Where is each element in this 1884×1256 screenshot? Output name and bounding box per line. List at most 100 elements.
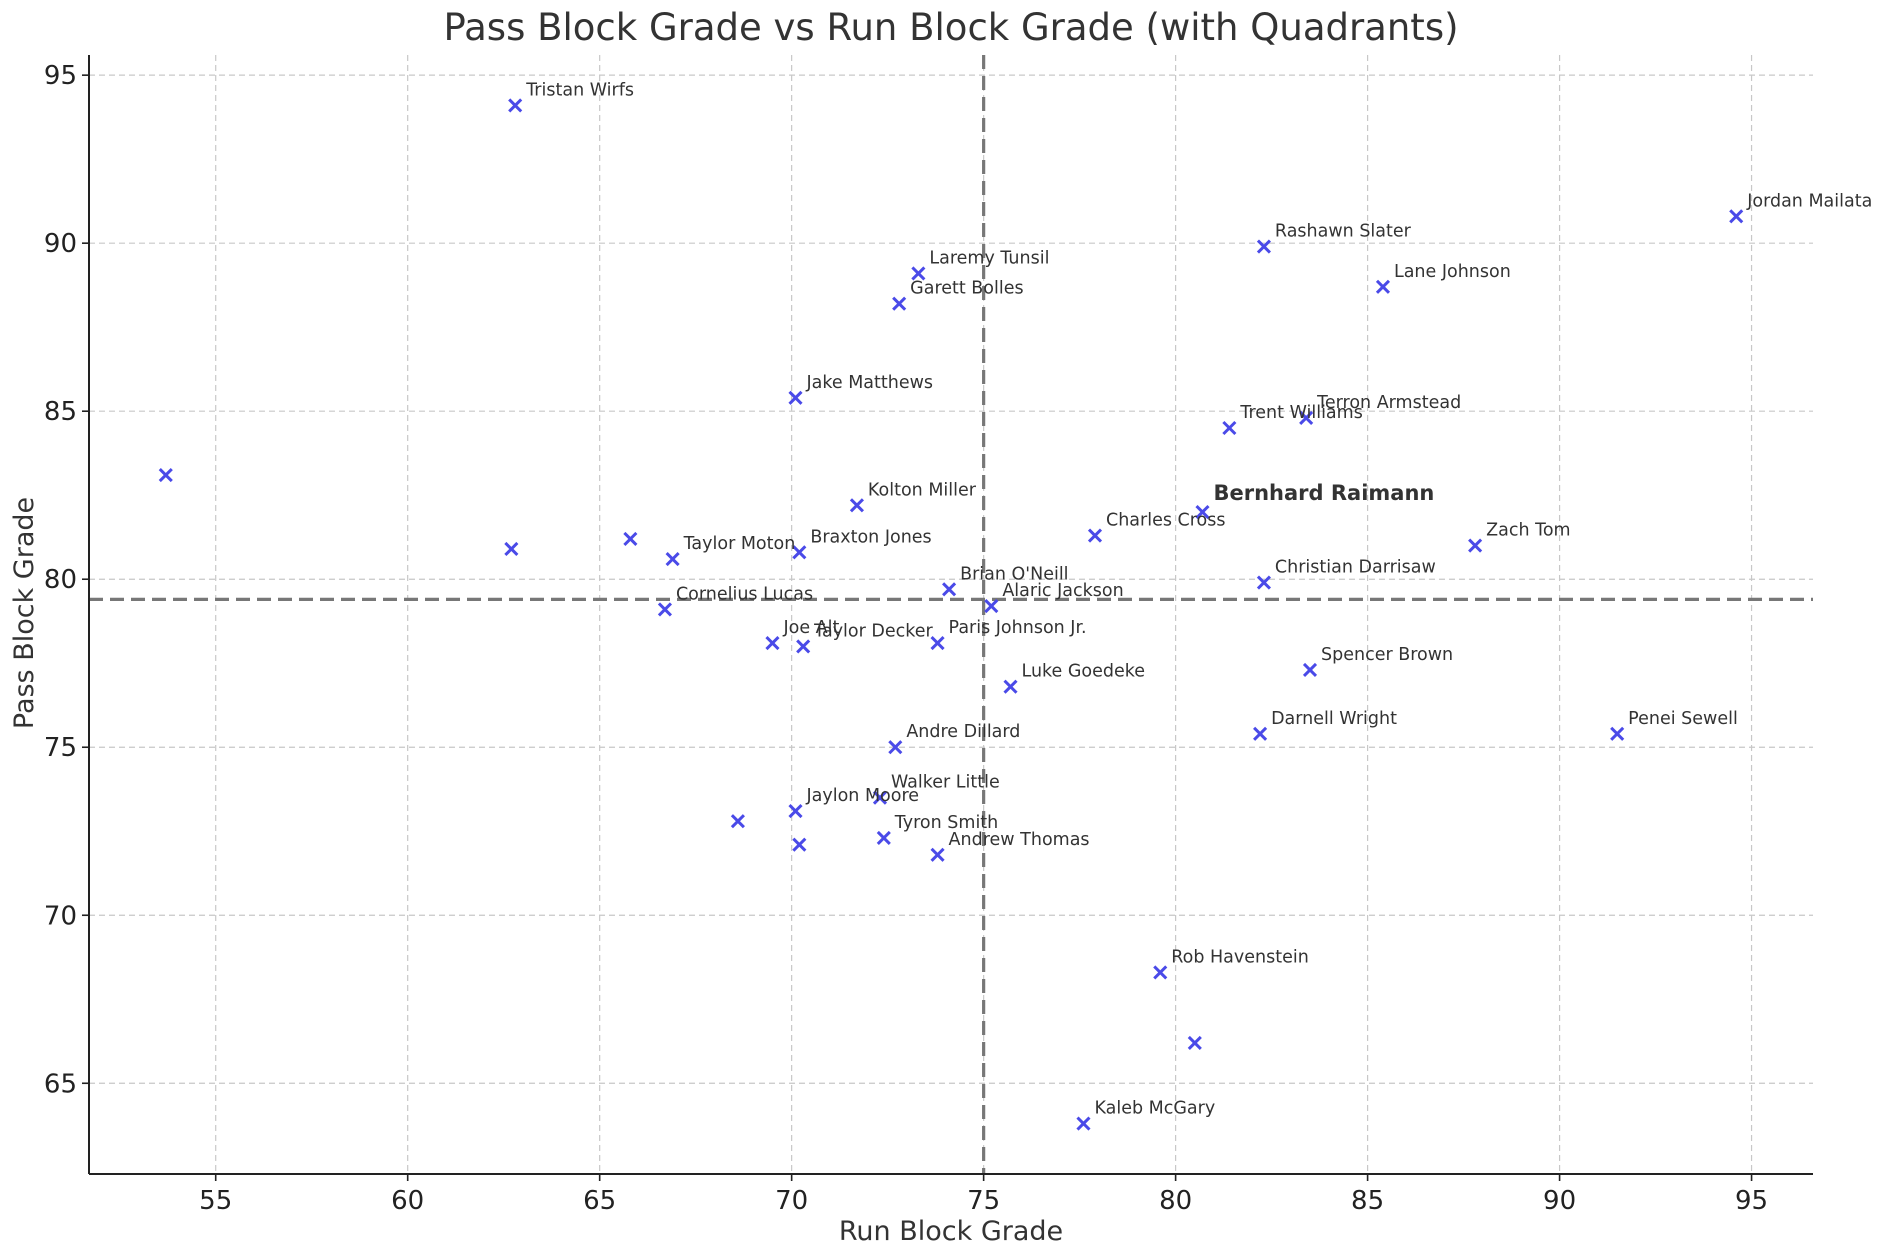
- data-point: [1256, 239, 1271, 254]
- data-point: [872, 790, 888, 805]
- x-marker-stroke: [1256, 239, 1271, 254]
- data-point: [911, 266, 926, 281]
- x-tick-label: 80: [1159, 1186, 1192, 1216]
- point-label: Christian Darrisaw: [1275, 558, 1436, 578]
- x-tick-label: 95: [1735, 1186, 1768, 1216]
- data-point: [1076, 1116, 1091, 1131]
- data-point: [1375, 279, 1391, 294]
- data-point: [765, 636, 780, 651]
- point-label: Tyron Smith: [894, 813, 998, 833]
- x-marker-stroke: [665, 551, 680, 567]
- x-marker-stroke: [1299, 410, 1314, 425]
- data-point: [1729, 209, 1744, 224]
- points-layer: [158, 98, 1744, 1131]
- point-label: Andrew Thomas: [949, 830, 1090, 850]
- x-marker-stroke: [1610, 726, 1625, 741]
- y-tick-label: 80: [44, 565, 77, 595]
- point-label: Rob Havenstein: [1171, 947, 1309, 967]
- x-marker-stroke: [1222, 420, 1237, 436]
- point-label: Luke Goedeke: [1022, 662, 1146, 682]
- data-point: [1468, 538, 1483, 553]
- point-label: Joe Alt: [782, 618, 839, 638]
- x-marker-stroke: [892, 296, 907, 311]
- data-point: [665, 551, 680, 567]
- data-point: [892, 296, 907, 311]
- point-label: Taylor Moton: [683, 534, 796, 554]
- data-point: [730, 814, 745, 829]
- point-label: Rashawn Slater: [1275, 222, 1412, 242]
- y-tick-label: 75: [44, 733, 77, 763]
- x-marker-stroke: [1003, 679, 1018, 694]
- data-point: [158, 467, 173, 483]
- data-point: [788, 390, 803, 405]
- point-label: Penei Sewell: [1628, 709, 1738, 729]
- x-axis-label: Run Block Grade: [839, 1216, 1063, 1247]
- data-point: [984, 599, 999, 614]
- data-point: [930, 847, 945, 862]
- point-label: Lane Johnson: [1394, 262, 1511, 282]
- data-point: [1195, 504, 1210, 520]
- x-marker-stroke: [984, 599, 999, 614]
- x-marker-stroke: [796, 639, 811, 654]
- data-point: [1253, 726, 1268, 741]
- y-tick-label: 65: [44, 1069, 77, 1099]
- point-label: Charles Cross: [1106, 511, 1226, 531]
- chart-title: Pass Block Grade vs Run Block Grade (wit…: [443, 6, 1458, 49]
- x-marker-stroke: [1729, 209, 1744, 224]
- point-label: Garett Bolles: [910, 279, 1023, 299]
- data-point: [1299, 410, 1314, 425]
- y-tick-label: 85: [44, 397, 77, 427]
- x-marker-stroke: [876, 830, 891, 846]
- data-point: [1187, 1035, 1202, 1051]
- data-point: [792, 837, 807, 852]
- data-point: [1003, 679, 1018, 694]
- x-marker-stroke: [508, 98, 523, 113]
- x-tick-label: 55: [199, 1186, 232, 1216]
- data-point: [888, 740, 903, 755]
- point-label: Terron Armstead: [1316, 393, 1461, 413]
- point-label: Paris Johnson Jr.: [949, 618, 1087, 638]
- point-label: Darnell Wright: [1271, 709, 1397, 729]
- x-marker-stroke: [1187, 1035, 1202, 1051]
- x-marker-stroke: [849, 498, 864, 513]
- point-label: Trent Williams: [1239, 403, 1362, 423]
- x-marker-stroke: [942, 582, 957, 597]
- grid-layer: [89, 55, 1813, 1174]
- x-marker-stroke: [1153, 965, 1168, 980]
- y-tick-label: 90: [44, 229, 77, 259]
- point-label: Jaylon Moore: [805, 786, 919, 806]
- point-label: Walker Little: [891, 773, 1000, 793]
- data-point: [1087, 528, 1103, 543]
- x-marker-stroke: [1253, 726, 1268, 741]
- point-label: Andre Dillard: [906, 722, 1020, 742]
- point-label: Alaric Jackson: [1002, 581, 1123, 601]
- x-marker-stroke: [1256, 575, 1271, 590]
- x-marker-stroke: [1302, 662, 1318, 678]
- data-point: [1302, 662, 1318, 678]
- x-tick-label: 70: [775, 1186, 808, 1216]
- data-point: [1610, 726, 1625, 741]
- data-point: [876, 830, 891, 846]
- point-label: Tristan Wirfs: [525, 80, 634, 100]
- point-label: Jordan Mailata: [1746, 191, 1872, 211]
- y-axis-label: Pass Block Grade: [9, 497, 40, 729]
- x-marker-stroke: [788, 804, 803, 819]
- x-marker-stroke: [792, 545, 807, 560]
- data-point: [942, 582, 957, 597]
- x-marker-stroke: [1468, 538, 1483, 553]
- point-label: Bernhard Raimann: [1213, 481, 1434, 505]
- point-label: Kaleb McGary: [1094, 1099, 1215, 1119]
- x-tick-label: 85: [1351, 1186, 1384, 1216]
- x-marker-stroke: [930, 636, 945, 651]
- point-labels-layer: Tristan Wirfs Jordan Mailata Rashawn Slate…: [525, 80, 1872, 1118]
- point-label: Zach Tom: [1486, 521, 1570, 541]
- point-label: Taylor Decker: [813, 621, 933, 641]
- data-point: [796, 639, 811, 654]
- point-label: Jake Matthews: [805, 373, 933, 393]
- x-marker-stroke: [1087, 528, 1103, 543]
- data-point: [849, 498, 864, 513]
- x-marker-stroke: [765, 636, 780, 651]
- x-marker-stroke: [872, 790, 888, 805]
